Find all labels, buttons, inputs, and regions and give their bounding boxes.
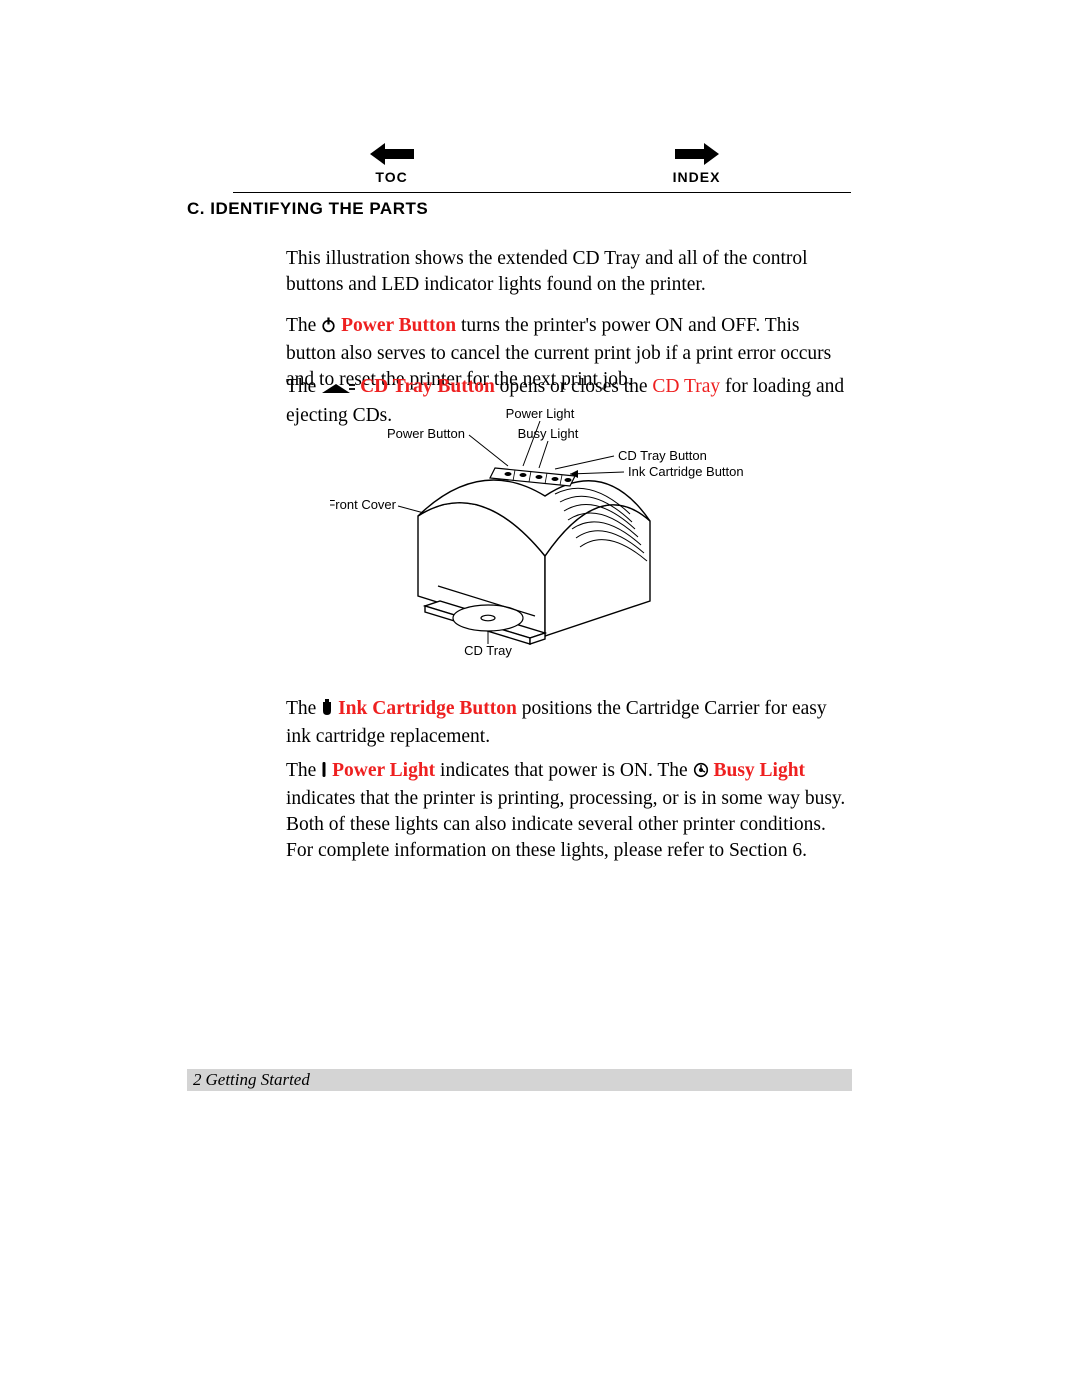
horizontal-rule (233, 192, 851, 193)
page-number: 2 (193, 1070, 202, 1090)
ink-cartridge-icon-inline (321, 698, 333, 724)
term-cd-tray-button: CD Tray Button (360, 376, 495, 397)
paragraph-ink-cartridge-button: The Ink Cartridge Button positions the C… (286, 696, 851, 751)
text-lead: The (286, 698, 321, 719)
nav-index-label: INDEX (673, 169, 721, 185)
text-rest: indicates that the printer is printing, … (286, 788, 845, 862)
label-ink-cartridge-button: Ink Cartridge Button (628, 464, 744, 479)
top-nav: TOC INDEX (240, 143, 850, 185)
label-front-cover: Front Cover (330, 497, 397, 512)
nav-index[interactable]: INDEX (673, 143, 721, 185)
arrow-left-icon (370, 143, 414, 165)
cd-tray-icon-inline (321, 377, 355, 403)
term-power-light: Power Light (332, 760, 435, 781)
power-icon-inline (321, 315, 336, 341)
term-busy-light: Busy Light (713, 760, 805, 781)
text-lead: The (286, 376, 321, 397)
paragraph-intro: This illustration shows the extended CD … (286, 246, 851, 299)
arrow-right-icon (675, 143, 719, 165)
label-power-button: Power Button (387, 426, 465, 441)
nav-toc-label: TOC (375, 169, 407, 185)
term-ink-cartridge-button: Ink Cartridge Button (338, 698, 517, 719)
label-cd-tray-button: CD Tray Button (618, 448, 707, 463)
busy-light-icon-inline (693, 760, 709, 786)
label-busy-light: Busy Light (518, 426, 579, 441)
chapter-title: Getting Started (206, 1070, 310, 1090)
text-mid1: indicates that power is ON. The (435, 760, 692, 781)
printer-diagram: Power Light Power Button Busy Light CD T… (330, 406, 750, 666)
label-power-light: Power Light (506, 406, 575, 421)
page: TOC INDEX C. IDENTIFYING THE PARTS This … (0, 0, 1080, 1397)
section-heading: C. IDENTIFYING THE PARTS (187, 199, 428, 219)
link-cd-tray[interactable]: CD Tray (652, 376, 720, 397)
page-footer: 2 Getting Started (187, 1069, 852, 1091)
text-lead: The (286, 315, 321, 336)
paragraph-lights: The Power Light indicates that power is … (286, 758, 851, 865)
power-light-icon-inline (321, 760, 327, 786)
nav-toc[interactable]: TOC (370, 143, 414, 185)
label-cd-tray: CD Tray (464, 643, 512, 658)
text-lead: The (286, 760, 321, 781)
term-power-button: Power Button (341, 315, 456, 336)
text-mid1: opens or closes the (495, 376, 653, 397)
